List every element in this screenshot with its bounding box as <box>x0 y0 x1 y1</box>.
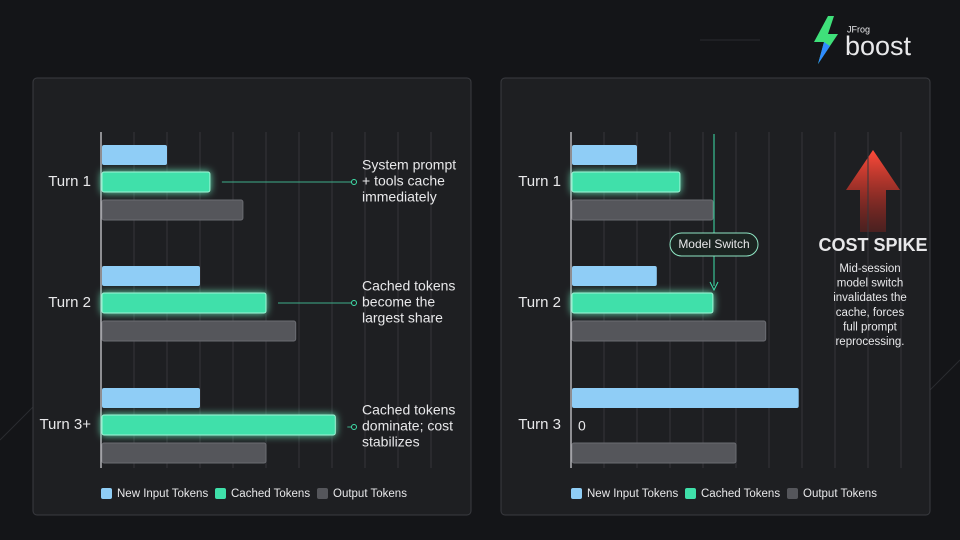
annotation: dominate; cost <box>362 418 453 434</box>
legend-swatch <box>215 488 226 499</box>
bar <box>571 320 767 342</box>
legend-label: Cached Tokens <box>231 488 310 500</box>
annotation: + tools cache <box>362 173 445 189</box>
annotation: become the <box>362 294 435 310</box>
bar <box>572 388 799 408</box>
category-label: Turn 3 <box>518 416 561 433</box>
legend-label: New Input Tokens <box>117 488 208 500</box>
logo-bolt-shade <box>818 42 830 64</box>
callout-line: cache, forces <box>836 307 905 319</box>
legend-swatch <box>685 488 696 499</box>
bar <box>101 171 211 193</box>
category-label: Turn 2 <box>518 294 561 311</box>
legend-swatch <box>787 488 798 499</box>
logo-brand: JFrog <box>847 24 870 34</box>
legend-label: Output Tokens <box>333 488 407 500</box>
cost-spike-arrow <box>846 150 900 232</box>
legend-swatch <box>101 488 112 499</box>
category-label: Turn 3+ <box>39 416 91 433</box>
bar <box>102 266 200 286</box>
legend-label: Output Tokens <box>803 488 877 500</box>
annotation: immediately <box>362 189 437 205</box>
bar <box>101 292 267 314</box>
connector-dot <box>351 300 357 306</box>
legend-swatch <box>571 488 582 499</box>
callout-line: model switch <box>837 278 903 290</box>
bar <box>101 414 336 436</box>
callout-line: Mid-session <box>839 263 900 275</box>
marker-label: Model Switch <box>678 237 749 251</box>
category-label: Turn 1 <box>518 173 561 190</box>
bar <box>572 266 657 286</box>
logo-bolt <box>814 16 838 64</box>
legend-label: Cached Tokens <box>701 488 780 500</box>
annotation: Cached tokens <box>362 402 455 418</box>
bar <box>571 171 681 193</box>
bar <box>101 442 267 464</box>
bar <box>571 292 714 314</box>
legend-label: New Input Tokens <box>587 488 678 500</box>
callout-title: COST SPIKE <box>818 235 927 255</box>
bar <box>102 145 167 165</box>
bar <box>572 145 637 165</box>
category-label: Turn 2 <box>48 294 91 311</box>
connector-dot <box>351 179 357 185</box>
marker-pill <box>669 232 759 257</box>
legend-swatch <box>317 488 328 499</box>
callout-line: full prompt <box>843 321 897 333</box>
annotation: stabilizes <box>362 434 420 450</box>
value-label: 0 <box>578 418 586 434</box>
annotation: System prompt <box>362 157 456 173</box>
bar <box>102 388 200 408</box>
marker-arrow <box>709 281 719 292</box>
connector-dot <box>351 424 357 430</box>
callout-line: reprocessing. <box>835 336 904 348</box>
bar <box>571 442 737 464</box>
annotation: Cached tokens <box>362 278 455 294</box>
bar <box>101 320 297 342</box>
logo-name: boost <box>845 31 912 61</box>
category-label: Turn 1 <box>48 173 91 190</box>
bar <box>571 199 714 221</box>
bar <box>101 199 244 221</box>
callout-line: invalidates the <box>833 292 907 304</box>
annotation: largest share <box>362 310 443 326</box>
